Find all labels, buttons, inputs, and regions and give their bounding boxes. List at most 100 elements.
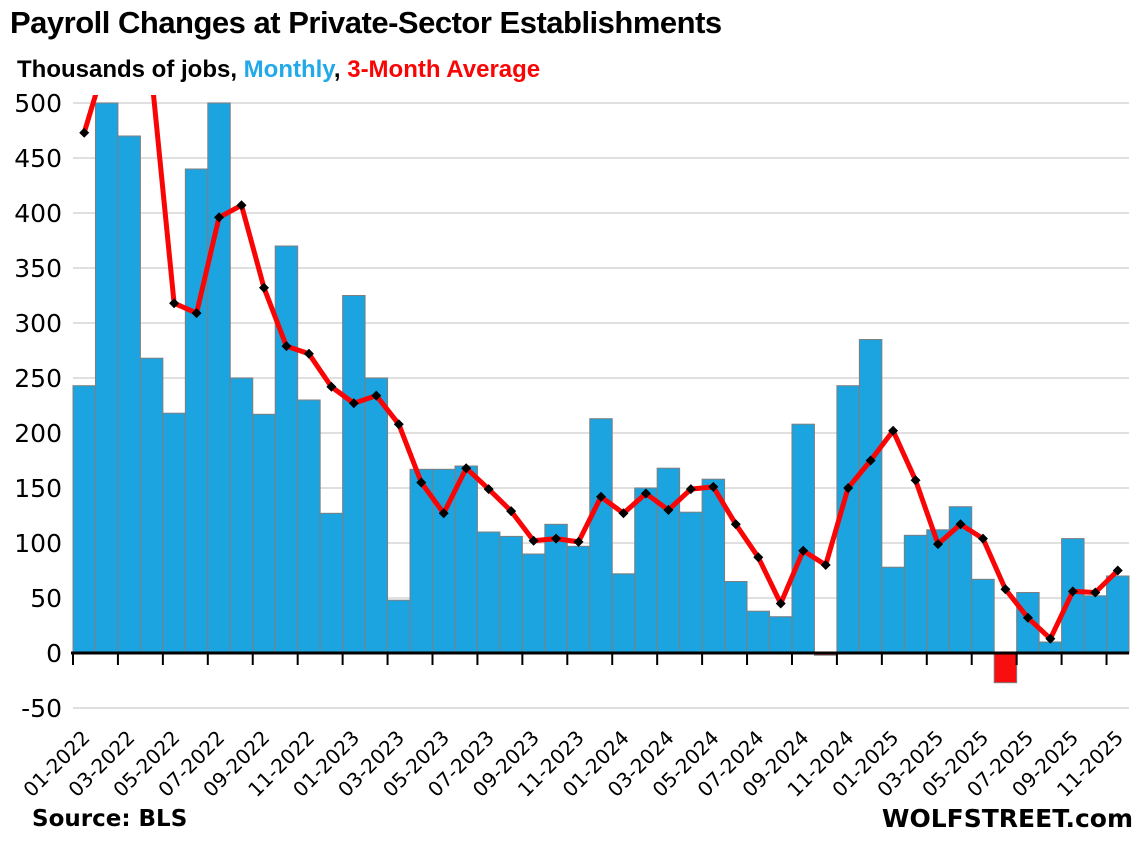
subtitle-average-legend: 3-Month Average xyxy=(347,56,541,83)
avg-marker-10-2024 xyxy=(820,560,831,570)
avg-marker-09-2022 xyxy=(258,282,269,293)
bar-01-2024 xyxy=(611,573,636,654)
y-label-0: 0 xyxy=(46,639,62,668)
bar-01-2022 xyxy=(72,385,96,654)
x-axis-ticks xyxy=(72,653,1108,665)
avg-marker-04-2025 xyxy=(955,519,966,530)
avg-marker-09-2025 xyxy=(1067,586,1078,597)
bar-04-2024 xyxy=(679,511,703,654)
bar-06-2025 xyxy=(993,652,1018,684)
bar-08-2023 xyxy=(499,535,523,654)
bar-05-2025 xyxy=(971,578,995,654)
avg-marker-11-2023 xyxy=(573,536,584,547)
y-label-400: 400 xyxy=(14,199,62,228)
bar-10-2023 xyxy=(544,523,568,654)
avg-marker-08-2025 xyxy=(1045,633,1056,644)
avg-marker-01-2025 xyxy=(888,425,899,436)
avg-marker-07-2025 xyxy=(1022,612,1033,623)
avg-marker-01-2023 xyxy=(348,398,359,409)
avg-marker-07-2023 xyxy=(483,484,494,495)
bar-04-2022 xyxy=(139,357,164,654)
avg-marker-05-2024 xyxy=(708,481,719,492)
avg-marker-04-2024 xyxy=(685,484,696,495)
avg-marker-02-2022 xyxy=(102,53,112,63)
avg-marker-03-2025 xyxy=(933,539,944,550)
avg-marker-02-2023 xyxy=(371,390,382,401)
bar-06-2024 xyxy=(724,581,748,654)
y-label-200: 200 xyxy=(14,419,62,448)
bar-05-2024 xyxy=(701,478,726,654)
subtitle-units-label: Thousands of jobs, xyxy=(17,56,244,83)
avg-marker-11-2024 xyxy=(843,483,854,493)
avg-marker-09-2023 xyxy=(528,535,539,546)
avg-markers xyxy=(79,53,1123,644)
avg-marker-03-2022 xyxy=(124,60,134,70)
avg-marker-02-2024 xyxy=(640,488,651,499)
monthly-bars xyxy=(72,102,1130,684)
bar-06-2023 xyxy=(454,465,478,654)
bar-07-2023 xyxy=(476,531,501,654)
y-label-500: 500 xyxy=(14,89,62,118)
bar-03-2022 xyxy=(117,135,141,654)
avg-marker-11-2025 xyxy=(1112,565,1123,576)
bar-01-2025 xyxy=(881,566,905,654)
y-axis-labels: -50 0 50 100 150 200 250 300 350 400 450 500 xyxy=(14,89,62,723)
avg-marker-06-2023 xyxy=(461,463,472,474)
bar-02-2023 xyxy=(364,377,389,654)
avg-marker-06-2025 xyxy=(1000,584,1011,595)
avg-marker-12-2023 xyxy=(596,491,606,502)
bar-03-2024 xyxy=(656,467,681,654)
y-label-50: 50 xyxy=(30,584,62,613)
bar-07-2022 xyxy=(207,102,231,654)
avg-marker-08-2024 xyxy=(775,598,786,609)
subtitle-monthly-legend: Monthly xyxy=(243,56,334,83)
bar-02-2024 xyxy=(634,487,658,654)
bar-11-2023 xyxy=(566,545,591,654)
avg-marker-07-2022 xyxy=(214,212,225,223)
avg-marker-12-2022 xyxy=(326,381,337,392)
source-note: Source: BLS xyxy=(32,806,188,832)
avg-marker-01-2024 xyxy=(618,508,629,519)
avg-marker-04-2023 xyxy=(416,477,427,488)
y-label--50: -50 xyxy=(21,694,62,723)
bar-09-2023 xyxy=(521,553,546,654)
bar-05-2022 xyxy=(162,412,186,654)
avg-marker-09-2024 xyxy=(798,545,809,556)
bar-02-2022 xyxy=(94,102,119,654)
bar-01-2023 xyxy=(342,295,366,654)
y-label-350: 350 xyxy=(14,254,62,283)
bar-12-2022 xyxy=(319,512,344,654)
bar-12-2024 xyxy=(858,339,883,654)
avg-marker-05-2023 xyxy=(438,508,449,519)
avg-marker-10-2025 xyxy=(1090,587,1101,598)
avg-marker-11-2022 xyxy=(303,348,314,359)
y-label-150: 150 xyxy=(14,474,62,503)
avg-marker-07-2024 xyxy=(753,552,764,563)
avg-marker-04-2022 xyxy=(147,71,157,81)
bar-09-2022 xyxy=(252,413,276,654)
bar-11-2025 xyxy=(1106,575,1130,654)
bar-08-2024 xyxy=(769,616,793,654)
avg-marker-02-2025 xyxy=(910,475,921,486)
y-label-300: 300 xyxy=(14,309,62,338)
avg-marker-08-2022 xyxy=(236,200,247,211)
avg-marker-03-2023 xyxy=(393,419,404,430)
y-label-100: 100 xyxy=(14,529,62,558)
brand-watermark: WOLFSTREET.com xyxy=(881,804,1133,833)
bar-10-2022 xyxy=(274,245,299,654)
y-label-450: 450 xyxy=(14,144,62,173)
x-axis-labels: 01-202203-202205-202207-202209-202211-20… xyxy=(18,726,1128,802)
y-label-250: 250 xyxy=(14,364,62,393)
avg-marker-10-2022 xyxy=(281,341,292,352)
bar-12-2023 xyxy=(589,418,613,654)
bar-09-2024 xyxy=(791,423,815,654)
bar-02-2025 xyxy=(903,534,928,654)
subtitle-comma: , xyxy=(333,56,348,83)
avg-marker-01-2022 xyxy=(79,127,90,138)
bar-11-2022 xyxy=(297,399,321,654)
bar-06-2022 xyxy=(184,168,209,654)
avg-marker-05-2025 xyxy=(977,533,988,544)
avg-marker-12-2024 xyxy=(865,455,876,466)
